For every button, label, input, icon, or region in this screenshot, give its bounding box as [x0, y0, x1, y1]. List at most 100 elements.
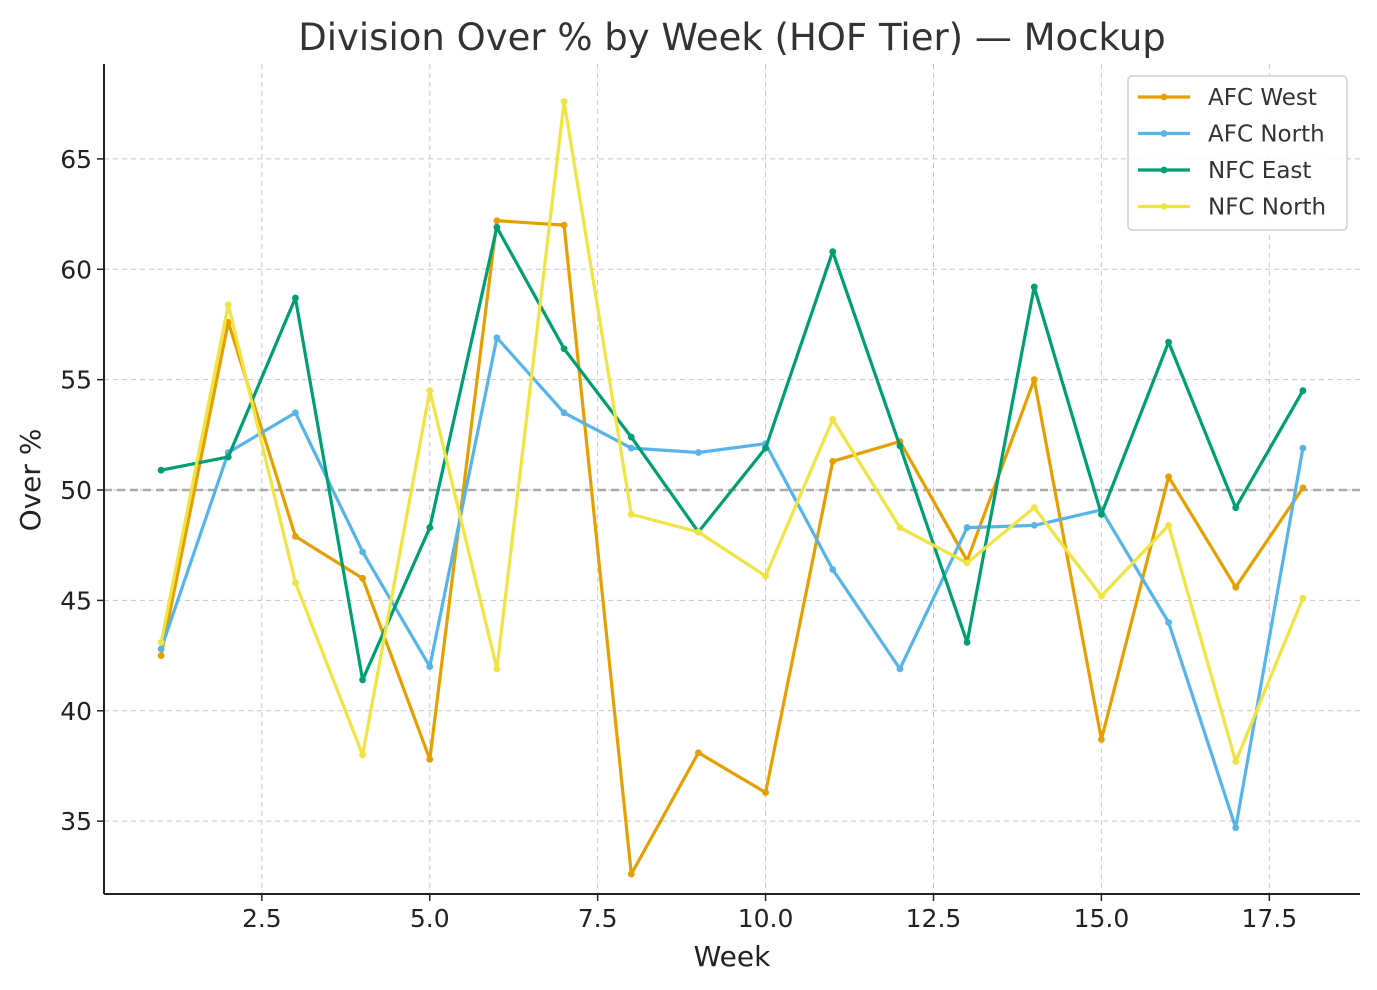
data-point [157, 466, 165, 474]
data-point [359, 548, 366, 556]
data-point [493, 334, 501, 342]
data-point [292, 579, 299, 587]
x-tick-label: 15.0 [1074, 904, 1130, 933]
data-point [1165, 473, 1172, 481]
series-line [159, 99, 1305, 764]
data-point [1232, 583, 1240, 591]
y-tick-label: 65 [60, 145, 92, 174]
data-point [627, 870, 635, 878]
data-point [157, 638, 165, 646]
series-nfc-east [157, 223, 1307, 684]
data-point [695, 449, 702, 456]
data-point [1299, 484, 1307, 492]
data-point [359, 676, 366, 684]
data-point [292, 294, 299, 302]
data-point [762, 444, 769, 452]
data-point [426, 663, 434, 671]
data-point [829, 457, 837, 465]
data-point [1030, 376, 1038, 384]
legend: AFC West AFC North NFC East NFC North [1127, 75, 1348, 231]
data-point [1098, 736, 1105, 743]
data-point [1232, 758, 1240, 765]
data-point [292, 409, 299, 417]
legend-swatch-marker [1160, 203, 1168, 210]
legend-swatch-marker [1160, 93, 1168, 101]
legend-entry: AFC West [1138, 85, 1317, 111]
data-point [695, 528, 702, 536]
legend-entry: NFC East [1138, 158, 1311, 184]
data-point [493, 217, 501, 225]
data-point [1165, 338, 1172, 346]
data-point [627, 444, 635, 452]
y-axis-label: Over % [14, 429, 47, 532]
chart-title: Division Over % by Week (HOF Tier) — Moc… [298, 16, 1166, 59]
data-point [1098, 592, 1105, 600]
y-tick-label: 45 [60, 586, 92, 615]
series-afc-west [157, 217, 1307, 878]
data-point [963, 638, 971, 646]
data-point [1232, 824, 1240, 832]
data-point [829, 248, 837, 256]
data-point [560, 221, 568, 229]
data-point [627, 510, 635, 518]
data-point [493, 223, 501, 231]
legend-swatch-marker [1160, 166, 1168, 174]
data-point [426, 524, 434, 531]
series-line [159, 219, 1305, 876]
data-point [493, 665, 501, 673]
series-group [157, 98, 1307, 878]
data-point [963, 524, 971, 531]
x-tick-label: 17.5 [1241, 904, 1297, 933]
data-point [1030, 521, 1038, 529]
data-point [359, 574, 366, 582]
legend-entry: NFC North [1138, 195, 1326, 221]
legend-label: AFC North [1208, 122, 1325, 148]
data-point [560, 345, 568, 353]
data-point [1299, 444, 1307, 452]
x-tick-label: 2.5 [242, 904, 282, 933]
data-point [896, 524, 904, 531]
data-point [157, 645, 165, 653]
x-axis-label: Week [694, 940, 771, 973]
data-point [829, 566, 837, 573]
data-point [963, 559, 971, 567]
data-point [896, 665, 904, 673]
legend-box [1127, 75, 1348, 231]
data-point [560, 409, 568, 417]
data-point [1030, 504, 1038, 512]
data-point [157, 652, 165, 659]
data-point [224, 453, 232, 461]
data-point [224, 301, 232, 309]
data-point [695, 749, 702, 757]
data-point [896, 442, 904, 450]
axes: 2.5 5.0 7.5 10.0 12.5 15.0 17.5 35 40 45 50 55 60 65 [60, 64, 1360, 933]
legend-label: NFC East [1208, 158, 1311, 184]
series-nfc-north [157, 98, 1307, 765]
data-point [1232, 504, 1240, 512]
data-point [292, 532, 299, 540]
y-tick-label: 40 [60, 697, 92, 726]
x-tick-label: 7.5 [578, 904, 618, 933]
data-point [1165, 619, 1172, 626]
legend-swatch-marker [1160, 130, 1168, 137]
x-tick-label: 12.5 [906, 904, 962, 933]
data-point [1098, 510, 1105, 518]
x-tick-label: 10.0 [738, 904, 794, 933]
data-point [762, 789, 769, 796]
data-point [359, 751, 366, 759]
y-tick-label: 35 [60, 807, 92, 836]
data-point [627, 433, 635, 441]
legend-label: AFC West [1208, 85, 1317, 111]
data-point [426, 387, 434, 395]
y-tick-label: 50 [60, 476, 92, 505]
series-line [159, 336, 1305, 830]
legend-label: NFC North [1208, 195, 1326, 221]
data-point [762, 572, 769, 580]
data-point [1165, 521, 1172, 529]
data-point [1299, 594, 1307, 602]
data-point [560, 98, 568, 105]
y-tick-label: 60 [60, 255, 92, 284]
data-point [1030, 283, 1038, 291]
legend-entry: AFC North [1138, 122, 1325, 148]
